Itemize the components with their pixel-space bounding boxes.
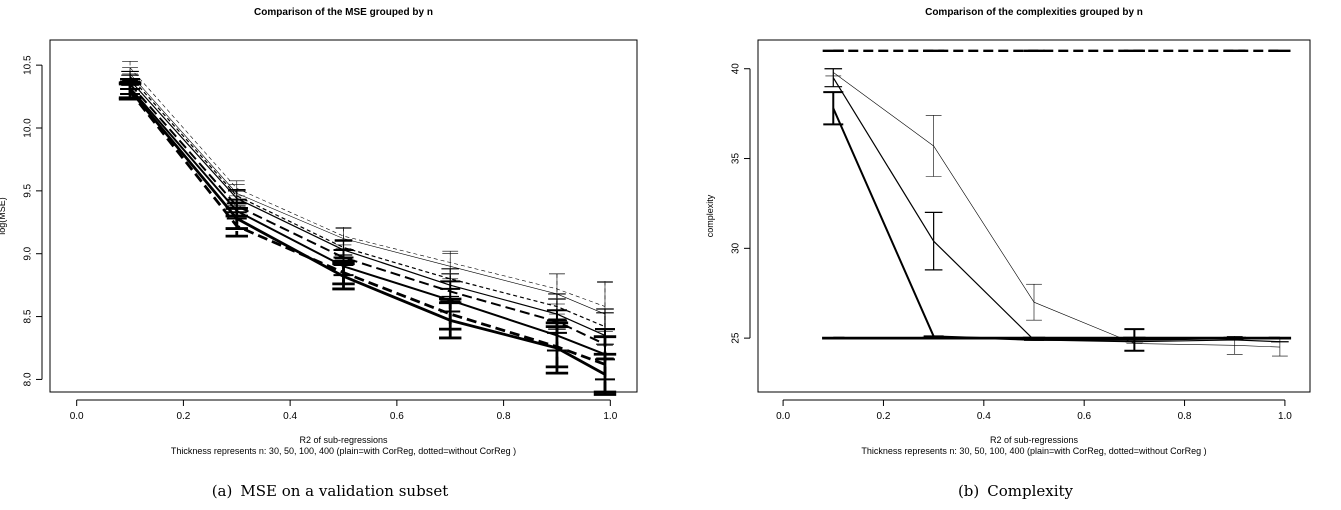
y-tick-label: 30 [731, 242, 742, 254]
series-line [129, 76, 606, 328]
caption-b-text: Complexity [987, 482, 1074, 500]
plot-frame [49, 39, 638, 393]
y-axis-label: log(MSE) [0, 197, 7, 235]
plot-frame [757, 39, 1311, 393]
x-tick-label: 1.0 [603, 411, 617, 422]
series-line [129, 87, 606, 356]
x-tick-label: 0.8 [1178, 411, 1192, 422]
x-axis-subtitle: Thickness represents n: 30, 50, 100, 400… [861, 446, 1206, 456]
y-tick-label: 8.5 [23, 309, 34, 323]
series-line [128, 90, 606, 366]
x-tick-label: 0.0 [70, 411, 84, 422]
x-tick-label: 0.6 [390, 411, 404, 422]
series-4 [823, 91, 1290, 352]
series-line [129, 67, 606, 307]
x-axis-subtitle: Thickness represents n: 30, 50, 100, 400… [171, 446, 516, 456]
caption-b-prefix: (b) [957, 482, 980, 500]
y-tick-label: 35 [731, 153, 742, 165]
series-line [129, 73, 606, 315]
series-line [832, 107, 1280, 341]
series-8 [118, 81, 617, 396]
series-2 [122, 67, 613, 346]
series-2 [825, 68, 1288, 357]
caption-a: (a) MSE on a validation subset [0, 482, 660, 500]
x-axis-label: R2 of sub-regressions [299, 435, 388, 445]
x-axis-label: R2 of sub-regressions [990, 435, 1079, 445]
series-1 [122, 61, 613, 332]
mse-chart: Comparison of the MSE grouped by n 0.0 0.2… [0, 7, 638, 456]
y-axis-label: complexity [705, 194, 715, 237]
x-tick-label: 1.0 [1278, 411, 1292, 422]
figure-mse: Comparison of the MSE grouped by n 0.0 0.2… [0, 0, 660, 510]
series-4 [121, 74, 614, 359]
chart-title: Comparison of the MSE grouped by n [254, 7, 433, 18]
figure-complexity: Comparison of the complexities grouped b… [690, 0, 1341, 510]
series-line [129, 79, 606, 336]
chart-title: Comparison of the complexities grouped b… [925, 7, 1143, 18]
caption-b: (b) Complexity [690, 482, 1341, 500]
series-7 [118, 82, 617, 394]
y-tick-label: 25 [731, 332, 742, 344]
x-tick-label: 0.4 [283, 411, 297, 422]
x-tick-label: 0.6 [1077, 411, 1091, 422]
series-line [832, 77, 1280, 343]
x-tick-label: 0.2 [176, 411, 190, 422]
series-3 [121, 70, 614, 345]
y-tick-label: 10.5 [23, 55, 34, 75]
series-5 [120, 77, 615, 361]
y-tick-label: 9.0 [23, 246, 34, 260]
series-3 [824, 68, 1289, 343]
y-tick-label: 10.0 [23, 118, 34, 138]
x-tick-label: 0.8 [497, 411, 511, 422]
x-tick-label: 0.0 [776, 411, 790, 422]
complexity-chart: Comparison of the complexities grouped b… [705, 7, 1311, 456]
x-tick-label: 0.4 [977, 411, 991, 422]
series-line [128, 89, 606, 376]
y-tick-label: 8.0 [23, 372, 34, 386]
x-tick-label: 0.2 [877, 411, 891, 422]
series-line [129, 83, 606, 346]
series-6 [120, 80, 615, 381]
y-tick-label: 9.5 [23, 183, 34, 197]
caption-a-prefix: (a) [211, 482, 233, 500]
y-tick-label: 40 [731, 63, 742, 75]
series-line [833, 72, 1280, 348]
caption-a-text: MSE on a validation subset [240, 482, 449, 500]
